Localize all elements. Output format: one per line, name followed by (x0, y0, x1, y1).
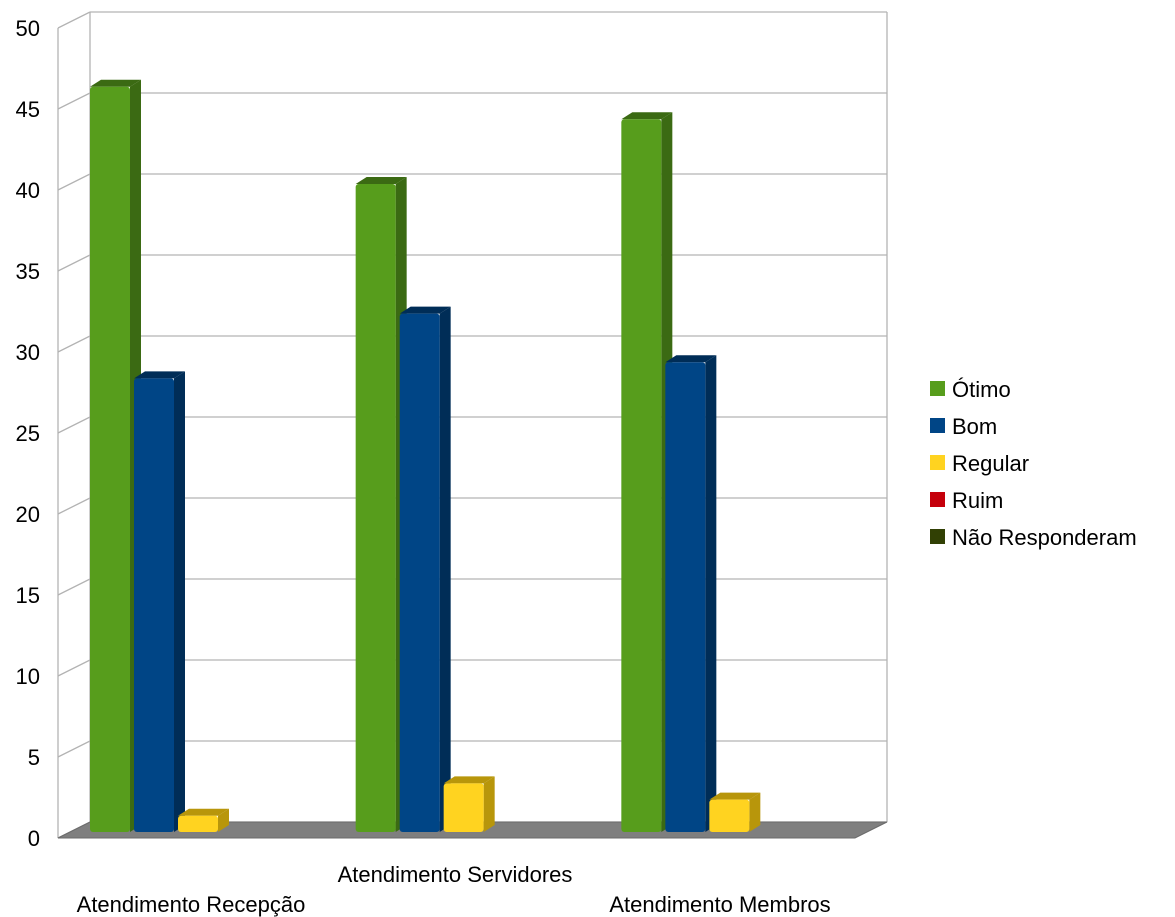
bar (178, 808, 229, 832)
gridline-depth (57, 740, 91, 758)
bar-top (665, 355, 717, 363)
x-category-label: Atendimento Servidores (338, 862, 573, 887)
x-category-label: Atendimento Recepção (77, 892, 306, 917)
y-tick-label: 25 (16, 421, 40, 446)
bar-top (178, 808, 229, 816)
bar-front (399, 313, 440, 833)
x-category-label: Atendimento Membros (609, 892, 830, 917)
bar-top (709, 792, 761, 800)
bar-side (174, 371, 185, 832)
y-tick-label: 5 (28, 745, 40, 770)
legend-item: Ruim (930, 488, 1003, 513)
bar-side (439, 306, 451, 833)
bar-front (355, 184, 396, 832)
legend-label: Bom (952, 414, 997, 439)
gridline-depth (57, 416, 91, 434)
gridline-depth (57, 578, 91, 596)
gridline-depth (57, 659, 91, 677)
bar (621, 112, 673, 832)
bar-side (705, 355, 717, 832)
bar-front (134, 378, 174, 832)
y-tick-label: 50 (16, 16, 40, 41)
gridline-depth (57, 497, 91, 515)
bar (665, 355, 717, 832)
legend-label: Regular (952, 451, 1029, 476)
legend-swatch (930, 455, 945, 470)
bar-front (178, 815, 218, 832)
bar-front (709, 799, 750, 832)
legend-item: Ótimo (930, 377, 1011, 402)
bar (355, 177, 407, 832)
bar (134, 371, 185, 832)
bar-side (218, 808, 229, 832)
bar-front (443, 783, 484, 832)
legend-swatch (930, 418, 945, 433)
bar-side (749, 792, 761, 832)
y-tick-label: 30 (16, 340, 40, 365)
gridline-depth (57, 254, 91, 272)
x-axis-categories: Atendimento Recepção Atendimento Servidor… (77, 862, 831, 917)
y-tick-label: 20 (16, 502, 40, 527)
bar-front (90, 86, 130, 833)
bar (90, 79, 141, 833)
legend-swatch (930, 492, 945, 507)
bars-layer (90, 79, 761, 833)
y-tick-label: 15 (16, 583, 40, 608)
legend-item: Regular (930, 451, 1029, 476)
gridline-depth (57, 11, 91, 29)
legend: Ótimo Bom Regular Ruim Não Responderam (930, 377, 1137, 550)
bar-top (443, 776, 495, 784)
legend-label: Ótimo (952, 377, 1011, 402)
bar-top (90, 79, 141, 87)
bar (399, 306, 451, 833)
gridline-depth (57, 92, 91, 110)
legend-label: Não Responderam (952, 525, 1137, 550)
gridline-depth (57, 173, 91, 191)
bar (709, 792, 761, 832)
bar-front (621, 119, 662, 832)
y-tick-label: 0 (28, 826, 40, 851)
y-tick-label: 35 (16, 259, 40, 284)
bar-top (355, 177, 407, 184)
gridline-depth (57, 335, 91, 353)
legend-item: Não Responderam (930, 525, 1137, 550)
y-tick-label: 10 (16, 664, 40, 689)
legend-item: Bom (930, 414, 997, 439)
legend-swatch (930, 529, 945, 544)
bar-top (621, 112, 673, 120)
bar-top (399, 306, 451, 314)
y-tick-label: 40 (16, 178, 40, 203)
bar-top (134, 371, 185, 379)
legend-swatch (930, 381, 945, 396)
bar (443, 776, 495, 832)
bar-side (483, 776, 495, 832)
legend-label: Ruim (952, 488, 1003, 513)
y-tick-label: 45 (16, 97, 40, 122)
bar-front (665, 362, 706, 832)
y-axis-ticks: 0 5 10 15 20 25 30 35 40 45 50 (16, 16, 40, 851)
